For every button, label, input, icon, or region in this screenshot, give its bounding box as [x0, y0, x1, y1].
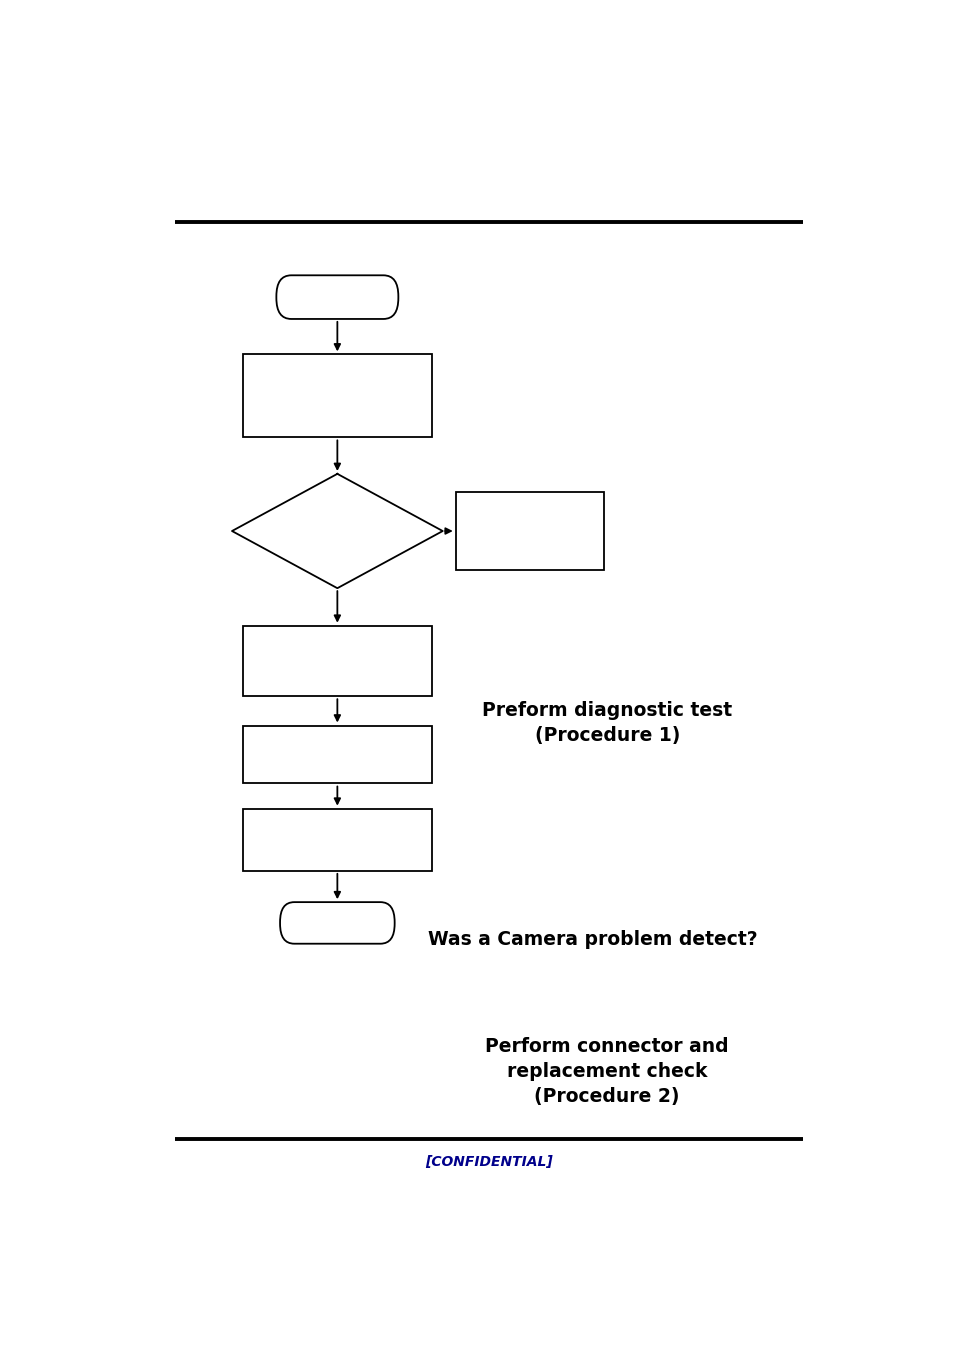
- FancyBboxPatch shape: [280, 902, 395, 944]
- Bar: [243, 726, 431, 783]
- Text: Preform diagnostic test
(Procedure 1): Preform diagnostic test (Procedure 1): [481, 702, 732, 745]
- Bar: [243, 354, 431, 437]
- Text: Perform connector and
replacement check
(Procedure 2): Perform connector and replacement check …: [485, 1037, 728, 1106]
- Text: [CONFIDENTIAL]: [CONFIDENTIAL]: [425, 1156, 552, 1169]
- Bar: [243, 625, 431, 697]
- Text: Was a Camera problem detect?: Was a Camera problem detect?: [427, 930, 757, 949]
- Bar: [243, 809, 431, 871]
- FancyBboxPatch shape: [276, 275, 398, 319]
- Bar: [456, 491, 603, 570]
